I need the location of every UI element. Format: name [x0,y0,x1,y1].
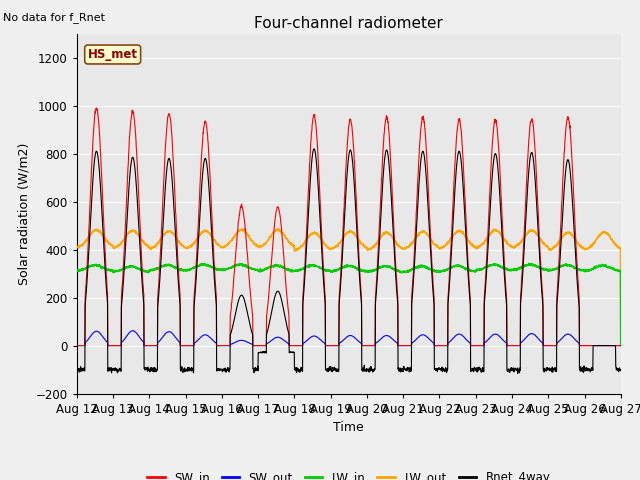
Title: Four-channel radiometer: Four-channel radiometer [254,16,444,31]
Legend: SW_in, SW_out, LW_in, LW_out, Rnet_4way: SW_in, SW_out, LW_in, LW_out, Rnet_4way [142,466,556,480]
Y-axis label: Solar radiation (W/m2): Solar radiation (W/m2) [17,143,30,285]
Text: HS_met: HS_met [88,48,138,61]
X-axis label: Time: Time [333,421,364,434]
Text: No data for f_Rnet: No data for f_Rnet [3,12,105,23]
